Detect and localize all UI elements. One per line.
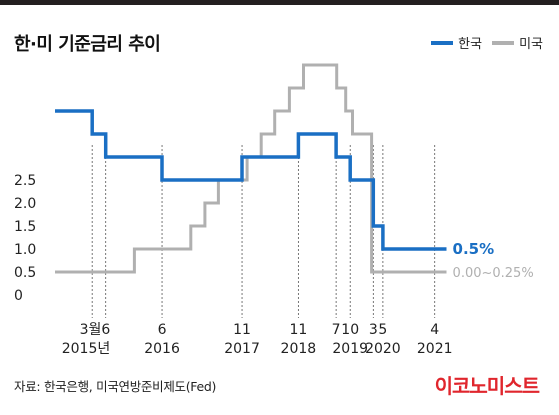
series-line-korea bbox=[55, 109, 447, 251]
top-rule bbox=[0, 0, 559, 5]
legend-item-korea: 한국 bbox=[431, 33, 482, 52]
x-tick-month: 10 bbox=[341, 322, 359, 338]
x-tick-year: 2019 bbox=[332, 341, 368, 357]
legend-swatch-korea bbox=[431, 40, 454, 45]
x-tick-month: 5 bbox=[378, 322, 387, 338]
x-tick-year: 2017 bbox=[224, 341, 260, 357]
x-tick-month: 4 bbox=[430, 322, 439, 338]
series-line-us bbox=[55, 63, 447, 274]
x-tick-year: 2018 bbox=[281, 341, 317, 357]
x-tick-month: 11 bbox=[233, 322, 251, 338]
x-tick-month: 7 bbox=[332, 322, 341, 338]
x-tick-year: 2020 bbox=[365, 341, 401, 357]
x-tick-year-2015: 2015년 bbox=[62, 341, 111, 357]
x-tick-year: 2021 bbox=[417, 341, 453, 357]
legend-item-us: 미국 bbox=[492, 33, 543, 52]
y-tick-label: 0 bbox=[14, 288, 23, 304]
legend: 한국 미국 bbox=[421, 33, 543, 52]
x-tick-month-2015: 3월6 bbox=[80, 322, 111, 338]
legend-swatch-us bbox=[492, 40, 515, 45]
x-tick-month: 11 bbox=[289, 322, 307, 338]
y-tick-label: 1.5 bbox=[14, 219, 36, 235]
x-tick-month: 3 bbox=[369, 322, 378, 338]
y-tick-label: 2.5 bbox=[14, 173, 36, 189]
x-tick-month: 6 bbox=[158, 322, 167, 338]
chart-title: 한·미 기준금리 추이 bbox=[14, 34, 161, 55]
brand-logo: 이코노미스트 bbox=[434, 374, 540, 398]
legend-label-us: 미국 bbox=[519, 37, 543, 52]
end-label-korea: 0.5% bbox=[453, 240, 495, 258]
x-tick-year: 2016 bbox=[144, 341, 180, 357]
source-note: 자료: 한국은행, 미국연방준비제도(Fed) bbox=[14, 379, 217, 394]
legend-label-korea: 한국 bbox=[458, 37, 483, 52]
end-label-us: 0.00~0.25% bbox=[453, 266, 534, 281]
y-tick-label: 1.0 bbox=[14, 242, 36, 258]
y-tick-label: 2.0 bbox=[14, 196, 36, 212]
y-tick-label: 0.5 bbox=[14, 265, 36, 281]
